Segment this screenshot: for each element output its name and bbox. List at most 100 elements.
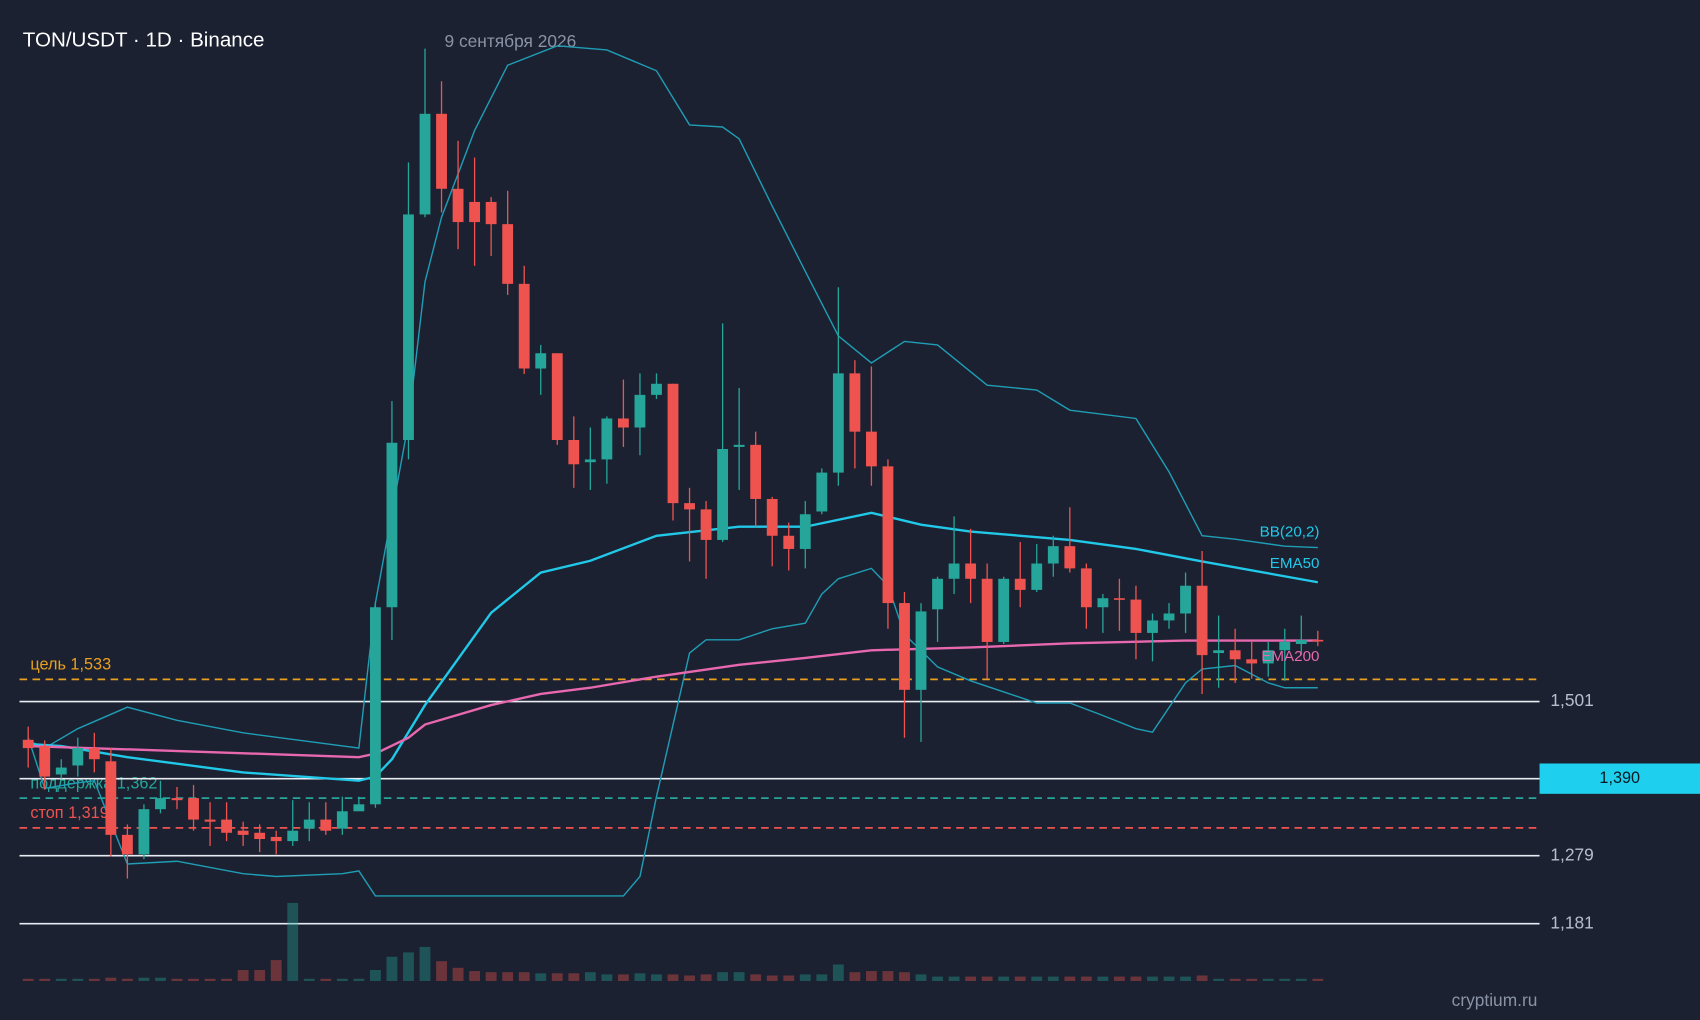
- volume-bar: [1031, 976, 1043, 981]
- current-price-tag: [1539, 763, 1700, 794]
- volume-bar: [1147, 976, 1158, 981]
- candle-body: [270, 836, 282, 842]
- volume-bar: [783, 975, 795, 981]
- candle-body: [1180, 585, 1191, 614]
- candle-body: [832, 373, 844, 473]
- volume-bar: [72, 978, 84, 981]
- candle-body: [750, 444, 762, 499]
- candle-body: [651, 383, 662, 395]
- volume-bar: [799, 974, 811, 981]
- candle-body: [436, 113, 447, 189]
- volume-bar: [865, 971, 877, 981]
- candle-body: [221, 819, 233, 833]
- candle-body: [981, 578, 993, 642]
- volume-bar: [336, 978, 348, 981]
- volume-bar: [584, 972, 596, 981]
- candle-body: [1064, 546, 1076, 569]
- volume-bar: [849, 972, 861, 981]
- volume-bar: [270, 960, 282, 981]
- candle-body: [882, 466, 894, 604]
- volume-bar: [651, 974, 662, 981]
- candle-body: [237, 830, 249, 835]
- candle-body: [998, 578, 1010, 642]
- candle-body: [188, 798, 199, 820]
- volume-bar: [915, 974, 927, 981]
- candle-body: [948, 563, 960, 579]
- volume-bar: [237, 969, 249, 981]
- candle-body: [634, 394, 646, 428]
- candle-body: [799, 514, 811, 549]
- candle-body: [518, 283, 530, 369]
- candle-body: [353, 804, 365, 812]
- volume-bar: [750, 974, 762, 981]
- volume-bar: [254, 969, 266, 981]
- volume-bar: [1064, 976, 1076, 981]
- current-price-label: 1,390: [1599, 769, 1640, 787]
- volume-bar: [1312, 978, 1324, 981]
- level-label: 1,279: [1550, 844, 1593, 864]
- candle-body: [568, 439, 580, 465]
- volume-bar: [204, 978, 216, 981]
- annotation-label: цель 1,533: [30, 656, 111, 674]
- volume-bar: [1262, 978, 1274, 981]
- volume-bar: [303, 978, 315, 981]
- candle-body: [138, 809, 150, 855]
- volume-bar: [568, 973, 580, 981]
- volume-bar: [816, 974, 828, 981]
- volume-bar: [469, 971, 481, 981]
- candle-body: [121, 834, 133, 855]
- volume-bar: [700, 974, 712, 981]
- watermark: cryptium.ru: [1452, 990, 1538, 1010]
- volume-bar: [171, 978, 183, 981]
- volume-bar: [403, 952, 414, 981]
- candle-body: [303, 819, 315, 829]
- candle-body: [1047, 546, 1059, 564]
- ema-line: [28, 639, 1318, 759]
- candle-body: [849, 373, 861, 432]
- candle-body: [783, 535, 795, 549]
- volume-bar: [55, 978, 67, 981]
- volume-bar: [601, 974, 613, 981]
- candle-body: [717, 449, 729, 540]
- volume-bar: [1080, 976, 1092, 981]
- volume-bar: [667, 974, 679, 981]
- candle-body: [816, 472, 828, 512]
- candle-body: [254, 832, 266, 840]
- candle-body: [1262, 650, 1274, 664]
- volume-bar: [1014, 976, 1026, 981]
- volume-bar: [832, 964, 844, 981]
- volume-bar: [535, 973, 547, 981]
- candle-body: [105, 761, 117, 835]
- candle-body: [1246, 659, 1258, 664]
- candle-body: [469, 201, 481, 223]
- volume-bar: [105, 977, 117, 981]
- candle-body: [584, 459, 596, 463]
- candle-body: [88, 748, 100, 760]
- candle-body: [601, 418, 613, 460]
- candle-body: [1031, 563, 1043, 590]
- candle-body: [1213, 650, 1225, 654]
- volume-bar: [188, 978, 199, 981]
- candle-body: [865, 431, 877, 467]
- bb-lower: [27, 567, 1318, 897]
- volume-bar: [551, 973, 563, 981]
- volume-bar: [1229, 978, 1241, 981]
- candle-body: [700, 509, 712, 540]
- candle-body: [535, 353, 547, 369]
- volume-bar: [1213, 978, 1225, 981]
- volume-bar: [1130, 976, 1142, 981]
- volume-bar: [1097, 976, 1109, 981]
- volume-bar: [386, 956, 398, 981]
- candle-body: [336, 811, 348, 829]
- volume-bar: [320, 978, 332, 981]
- volume-bar: [1196, 975, 1208, 981]
- volume-bar: [1047, 976, 1059, 981]
- volume-bar: [121, 978, 133, 981]
- volume-bar: [436, 961, 447, 981]
- volume-bar: [634, 973, 646, 981]
- volume-bar: [1163, 976, 1175, 981]
- volume-bar: [138, 977, 150, 981]
- volume-bar: [617, 974, 629, 981]
- candle-body: [369, 607, 381, 805]
- candle-body: [485, 201, 497, 225]
